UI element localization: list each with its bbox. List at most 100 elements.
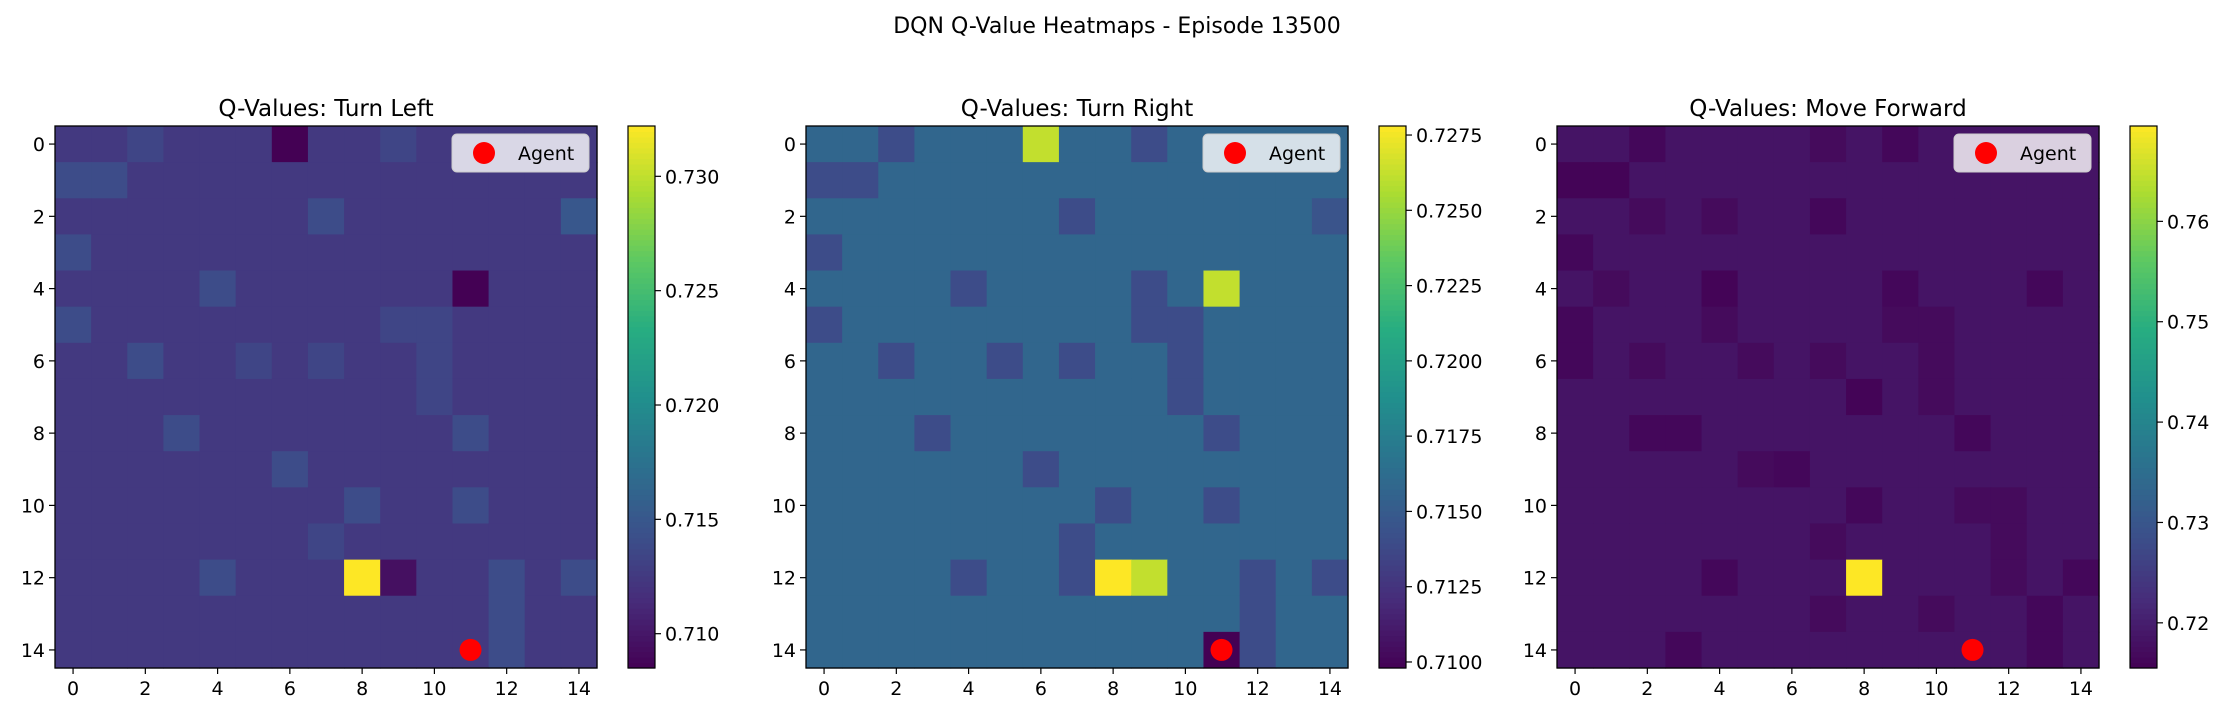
colorbar-segment xyxy=(2130,548,2157,555)
heatmap-cell xyxy=(1203,306,1241,344)
heatmap-cell xyxy=(878,451,915,488)
heatmap-cell xyxy=(55,162,92,199)
legend-agent-marker xyxy=(473,142,495,164)
heatmap-cell xyxy=(560,523,598,561)
heatmap-cell xyxy=(127,198,164,235)
x-tick-label: 12 xyxy=(1246,678,1270,700)
colorbar-segment xyxy=(1379,586,1406,593)
heatmap-cell xyxy=(1593,559,1630,597)
heatmap-cell xyxy=(91,270,128,308)
heatmap-panel-move-forward: Q-Values: Move Forward 0 2 4 6 8 10 12 14 0 2 4 6 8 10… xyxy=(1523,96,2210,700)
heatmap-cell xyxy=(1203,342,1241,380)
colorbar-segment xyxy=(2130,326,2157,333)
heatmap-cell xyxy=(1557,198,1594,235)
heatmap-cell xyxy=(1167,523,1205,561)
colorbar-segment xyxy=(628,592,655,599)
heatmap-cell xyxy=(1737,198,1775,235)
heatmap-cell xyxy=(235,378,273,416)
heatmap-cell xyxy=(1311,270,1349,308)
colorbar-segment xyxy=(2130,304,2157,311)
heatmap-cell xyxy=(1203,523,1241,561)
colorbar-segment xyxy=(628,196,655,203)
x-tick-label: 12 xyxy=(1997,678,2021,700)
heatmap-cell xyxy=(842,487,879,525)
heatmap-cell xyxy=(2026,595,2064,633)
colorbar-segment xyxy=(628,619,655,626)
heatmap-cell xyxy=(2026,234,2064,272)
heatmap-cell xyxy=(1058,126,1096,163)
colorbar-segment xyxy=(628,348,655,355)
heatmap-cell xyxy=(344,451,381,488)
heatmap-cell xyxy=(1095,559,1132,597)
heatmap-cell xyxy=(1882,523,1919,561)
heatmap-cell xyxy=(806,234,843,272)
colorbar-segment xyxy=(2130,424,2157,431)
colorbar-segment xyxy=(2130,337,2157,344)
colorbar-segment xyxy=(1379,218,1406,225)
heatmap-cell xyxy=(560,415,598,452)
colorbar-segment xyxy=(2130,559,2157,566)
heatmap-cell xyxy=(199,162,237,199)
colorbar-segment xyxy=(628,402,655,409)
heatmap-cell xyxy=(380,234,417,272)
heatmap-cell xyxy=(1275,595,1313,633)
colorbar-segment xyxy=(1379,662,1406,669)
heatmap-cell xyxy=(452,523,490,561)
heatmap-cell xyxy=(878,126,915,163)
heatmap-cell xyxy=(416,162,454,199)
heatmap-cell xyxy=(488,270,526,308)
heatmap-cell xyxy=(1058,342,1096,380)
colorbar-segment xyxy=(628,228,655,235)
heatmap-cell xyxy=(1665,559,1703,597)
heatmap-cell xyxy=(380,451,417,488)
heatmap-cell xyxy=(1809,631,1847,669)
heatmap-cell xyxy=(1022,451,1060,488)
heatmap-cell xyxy=(1275,523,1313,561)
heatmap-cell xyxy=(914,198,952,235)
heatmap-cell xyxy=(1131,342,1168,380)
colorbar-tick-label: 0.73 xyxy=(2167,512,2209,534)
heatmap-cell xyxy=(344,342,381,380)
heatmap-cell xyxy=(1275,198,1313,235)
heatmap-cell xyxy=(307,487,345,525)
colorbar-segment xyxy=(1379,250,1406,257)
heatmap-cell xyxy=(950,306,988,344)
heatmap-cell xyxy=(235,342,273,380)
colorbar-segment xyxy=(628,315,655,322)
colorbar-segment xyxy=(2130,532,2157,539)
heatmap-cell xyxy=(1239,378,1277,416)
heatmap-cell xyxy=(1846,487,1883,525)
heatmap-cell xyxy=(127,559,164,597)
heatmap-cell xyxy=(1557,415,1594,452)
colorbar-segment xyxy=(2130,413,2157,420)
legend: Agent xyxy=(451,133,590,173)
heatmap-cell xyxy=(1773,415,1811,452)
colorbar-segment xyxy=(2130,250,2157,257)
heatmap-cell xyxy=(163,378,201,416)
heatmap-cell xyxy=(1058,270,1096,308)
heatmap-cell xyxy=(914,451,952,488)
heatmap-cell xyxy=(1203,559,1241,597)
heatmap-cell xyxy=(842,559,879,597)
colorbar-segment xyxy=(2130,153,2157,160)
heatmap-cell xyxy=(842,523,879,561)
heatmap-cell xyxy=(524,270,562,308)
heatmap-cell xyxy=(1882,198,1919,235)
heatmap-cell xyxy=(1665,126,1703,163)
heatmap-cell xyxy=(1629,595,1666,633)
heatmap-cell xyxy=(2062,559,2100,597)
heatmap-cell xyxy=(1275,631,1313,669)
heatmap-cell xyxy=(1275,270,1313,308)
colorbar-segment xyxy=(628,277,655,284)
heatmap-cell xyxy=(163,342,201,380)
heatmap-cell xyxy=(235,451,273,488)
heatmap-cell xyxy=(1809,270,1847,308)
heatmap-cell xyxy=(986,306,1024,344)
heatmap-cell xyxy=(1058,378,1096,416)
heatmap-cell xyxy=(452,270,490,308)
colorbar-segment xyxy=(628,527,655,534)
colorbar-segment xyxy=(628,608,655,615)
colorbar-segment xyxy=(1379,429,1406,436)
colorbar-segment xyxy=(2130,407,2157,414)
colorbar-segment xyxy=(1379,304,1406,311)
